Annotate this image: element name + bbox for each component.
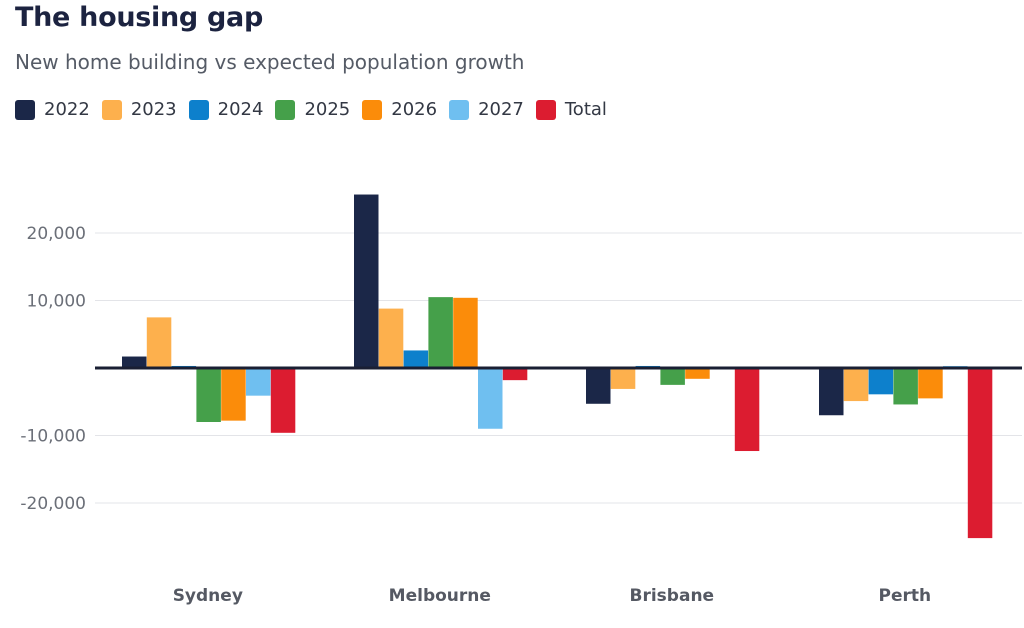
bar-sydney-2026	[221, 368, 246, 421]
bar-perth-2024	[868, 368, 894, 395]
bar-melbourne-2022	[354, 194, 379, 368]
legend-swatch	[449, 99, 470, 120]
legend-label: 2022	[44, 99, 90, 120]
bar-sydney-2022	[122, 356, 147, 368]
legend-label: Total	[564, 99, 607, 120]
y-tick-label: -10,000	[20, 427, 86, 447]
legend-swatch	[188, 99, 209, 120]
legend-swatch	[275, 99, 296, 120]
y-tick-label: -20,000	[20, 494, 86, 514]
legend-item-2026[interactable]: 2026	[362, 99, 437, 120]
legend-label: 2025	[304, 99, 351, 120]
bar-perth-2023	[843, 368, 869, 402]
bar-perth-2026	[918, 368, 943, 399]
legend-swatch	[362, 99, 383, 120]
bar-sydney-2025	[196, 368, 221, 422]
legend-label: 2027	[478, 99, 524, 120]
x-tick-label: Perth	[878, 586, 931, 606]
bar-brisbane-2023	[610, 368, 636, 389]
bar-sydney-total	[270, 368, 296, 433]
legend-item-total[interactable]: Total	[535, 99, 607, 120]
legend-swatch	[15, 99, 35, 120]
chart-title: The housing gap	[15, 2, 263, 33]
legend-label: 2023	[130, 99, 177, 120]
bar-perth-2022	[819, 368, 844, 416]
bar-sydney-2027	[246, 368, 271, 396]
bar-melbourne-2027	[478, 368, 503, 429]
bar-brisbane-2022	[586, 368, 611, 404]
legend-item-2027[interactable]: 2027	[449, 99, 524, 120]
legend: 2022 2023 2024 2025 2026 2027 Total	[15, 99, 619, 120]
bar-brisbane-total	[734, 368, 760, 452]
legend-item-2022[interactable]: 2022	[15, 99, 90, 120]
bar-melbourne-total	[502, 368, 528, 381]
bar-melbourne-2025	[428, 297, 453, 368]
legend-item-2025[interactable]: 2025	[275, 99, 350, 120]
x-tick-label: Sydney	[173, 586, 243, 606]
bar-perth-total	[967, 368, 993, 539]
bar-brisbane-2025	[660, 368, 685, 385]
chart-subtitle: New home building vs expected population…	[15, 50, 525, 74]
legend-item-2023[interactable]: 2023	[101, 99, 177, 120]
bar-sydney-2023	[146, 317, 172, 368]
bar-perth-2025	[893, 368, 918, 405]
legend-swatch	[101, 99, 122, 120]
bar-melbourne-2024	[403, 350, 429, 368]
y-tick-label: 20,000	[27, 224, 86, 244]
bar-melbourne-2023	[378, 308, 404, 368]
legend-label: 2024	[217, 99, 264, 120]
bar-brisbane-2026	[685, 368, 710, 379]
legend-item-2024[interactable]: 2024	[188, 99, 264, 120]
y-tick-label: 10,000	[27, 292, 86, 312]
x-tick-label: Melbourne	[389, 586, 491, 606]
legend-swatch	[535, 99, 556, 120]
bar-melbourne-2026	[453, 297, 478, 368]
legend-label: 2026	[391, 99, 438, 120]
x-tick-label: Brisbane	[630, 586, 715, 606]
